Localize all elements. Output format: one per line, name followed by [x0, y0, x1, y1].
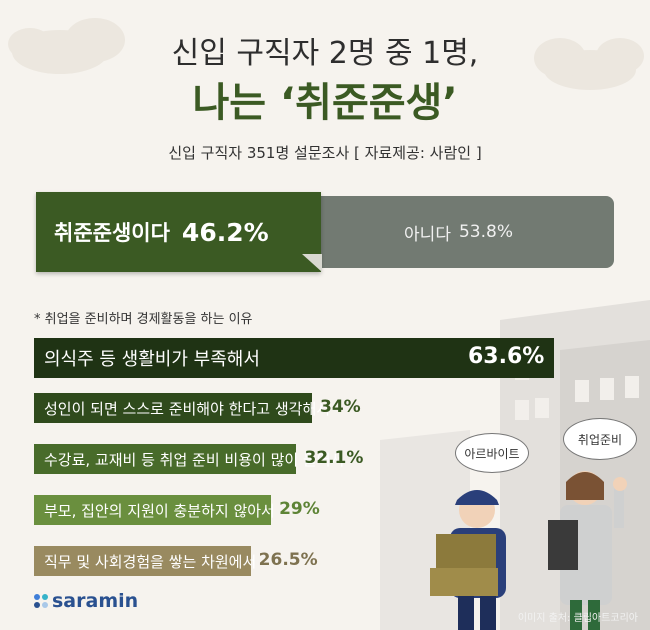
- logo-text: saramin: [52, 590, 139, 612]
- speech-bubble-left: 아르바이트: [455, 433, 529, 473]
- bar-label-2: 성인이 되면 스스로 준비해야 한다고 생각해서: [44, 399, 331, 418]
- split-no-value: 53.8%: [458, 222, 513, 242]
- bar-label-1: 의식주 등 생활비가 부족해서: [44, 349, 260, 370]
- bar-label-3: 수강료, 교재비 등 취업 준비 비용이 많이 들어서: [44, 450, 345, 469]
- logo-dot-4: [42, 602, 48, 608]
- page-title-line2: 나는 ‘취준준생’: [192, 80, 458, 126]
- logo-dots-icon: [34, 594, 48, 608]
- bar-4: 부모, 집안의 지원이 충분하지 않아서: [34, 495, 275, 525]
- page-curl-decoration: [302, 254, 322, 272]
- bar-value-1: 63.6%: [468, 344, 545, 369]
- logo-dot-2: [42, 594, 48, 600]
- split-bar: 아니다 53.8% 취준준생이다 46.2%: [36, 192, 614, 272]
- bar-label-5: 직무 및 사회경험을 쌓는 차원에서: [44, 552, 257, 571]
- image-credit: 이미지 출처: 클립아트코리아: [517, 613, 638, 624]
- chart-note: * 취업을 준비하며 경제활동을 하는 이유: [34, 312, 253, 327]
- page-subtitle: 신입 구직자 351명 설문조사 [ 자료제공: 사람인 ]: [168, 144, 482, 162]
- bar-label-4: 부모, 집안의 지원이 충분하지 않아서: [44, 501, 275, 520]
- logo-dot-1: [34, 594, 40, 600]
- delivery-worker-illustration: [430, 490, 506, 630]
- bar-value-5: 26.5%: [258, 550, 318, 570]
- bar-1: 의식주 등 생활비가 부족해서: [34, 338, 554, 378]
- bar-2: 성인이 되면 스스로 준비해야 한다고 생각해서: [34, 393, 330, 423]
- page-title-line1: 신입 구직자 2명 중 1명,: [171, 36, 479, 71]
- bar-3: 수강료, 교재비 등 취업 준비 비용이 많이 들어서: [34, 444, 344, 474]
- split-yes-value: 46.2%: [181, 217, 269, 247]
- bar-value-4: 29%: [279, 499, 320, 519]
- split-bar-yes: 취준준생이다 46.2%: [36, 192, 322, 272]
- saramin-logo: saramin: [34, 590, 138, 612]
- bar-value-2: 34%: [319, 397, 361, 417]
- cloud-left-icon: [8, 18, 125, 74]
- bar-value-3: 32.1%: [304, 448, 364, 468]
- speech-bubble-right: 취업준비: [563, 418, 637, 460]
- logo-dot-3: [34, 602, 40, 608]
- bar-5: 직무 및 사회경험을 쌓는 차원에서: [34, 546, 256, 576]
- split-bar-no: 아니다 53.8%: [303, 196, 614, 268]
- job-seeker-illustration: [548, 471, 627, 630]
- cloud-right-icon: [534, 38, 644, 90]
- split-no-label: 아니다: [404, 224, 451, 245]
- split-yes-label: 취준준생이다: [54, 221, 170, 245]
